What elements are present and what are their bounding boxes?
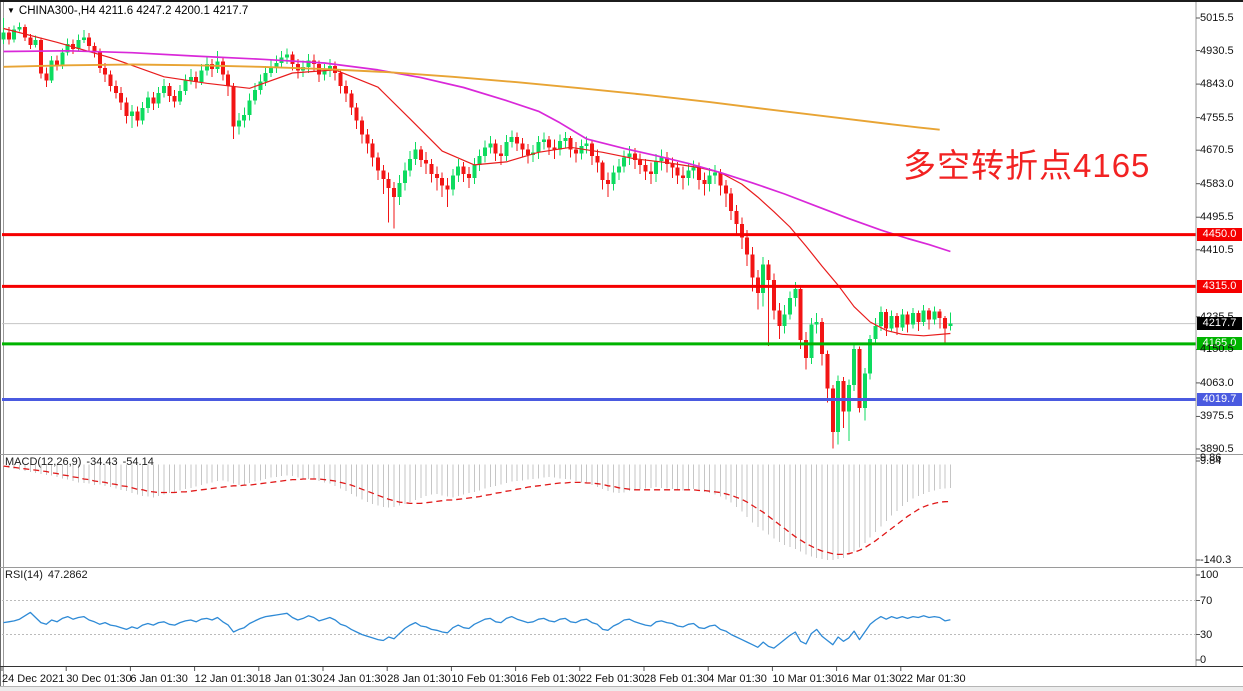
mid-ma-magenta: [3, 49, 951, 253]
macd-histogram: [3, 464, 951, 560]
collapse-chart-icon[interactable]: ▼: [7, 6, 15, 15]
rsi-value: 47.2862: [47, 569, 88, 581]
rsi-indicator-label: RSI(14) 47.2862: [5, 569, 93, 581]
window-bottom-edge: [0, 686, 1243, 691]
window-top-edge: [0, 0, 1243, 2]
fast-ma-red: [3, 27, 951, 337]
chart-title-bar: ▼ CHINA300-,H4 4211.6 4247.2 4200.1 4217.…: [7, 5, 248, 17]
macd-signal-line: [3, 465, 951, 556]
candlesticks: [1, 17, 953, 449]
symbol-ohlc-label: CHINA300-,H4 4211.6 4247.2 4200.1 4217.7: [18, 5, 249, 17]
rsi-line: [3, 611, 951, 649]
slow-ma-orange: [3, 63, 940, 131]
macd-name: MACD(12,26,9): [5, 456, 82, 468]
macd-indicator-label: MACD(12,26,9) -34.43 -54.14: [5, 456, 159, 468]
annotation-text: 多空转折点4165: [903, 147, 1151, 184]
macd-signal-value: -54.14: [122, 456, 154, 468]
rsi-name: RSI(14): [5, 569, 43, 581]
macd-main-value: -34.43: [86, 456, 118, 468]
